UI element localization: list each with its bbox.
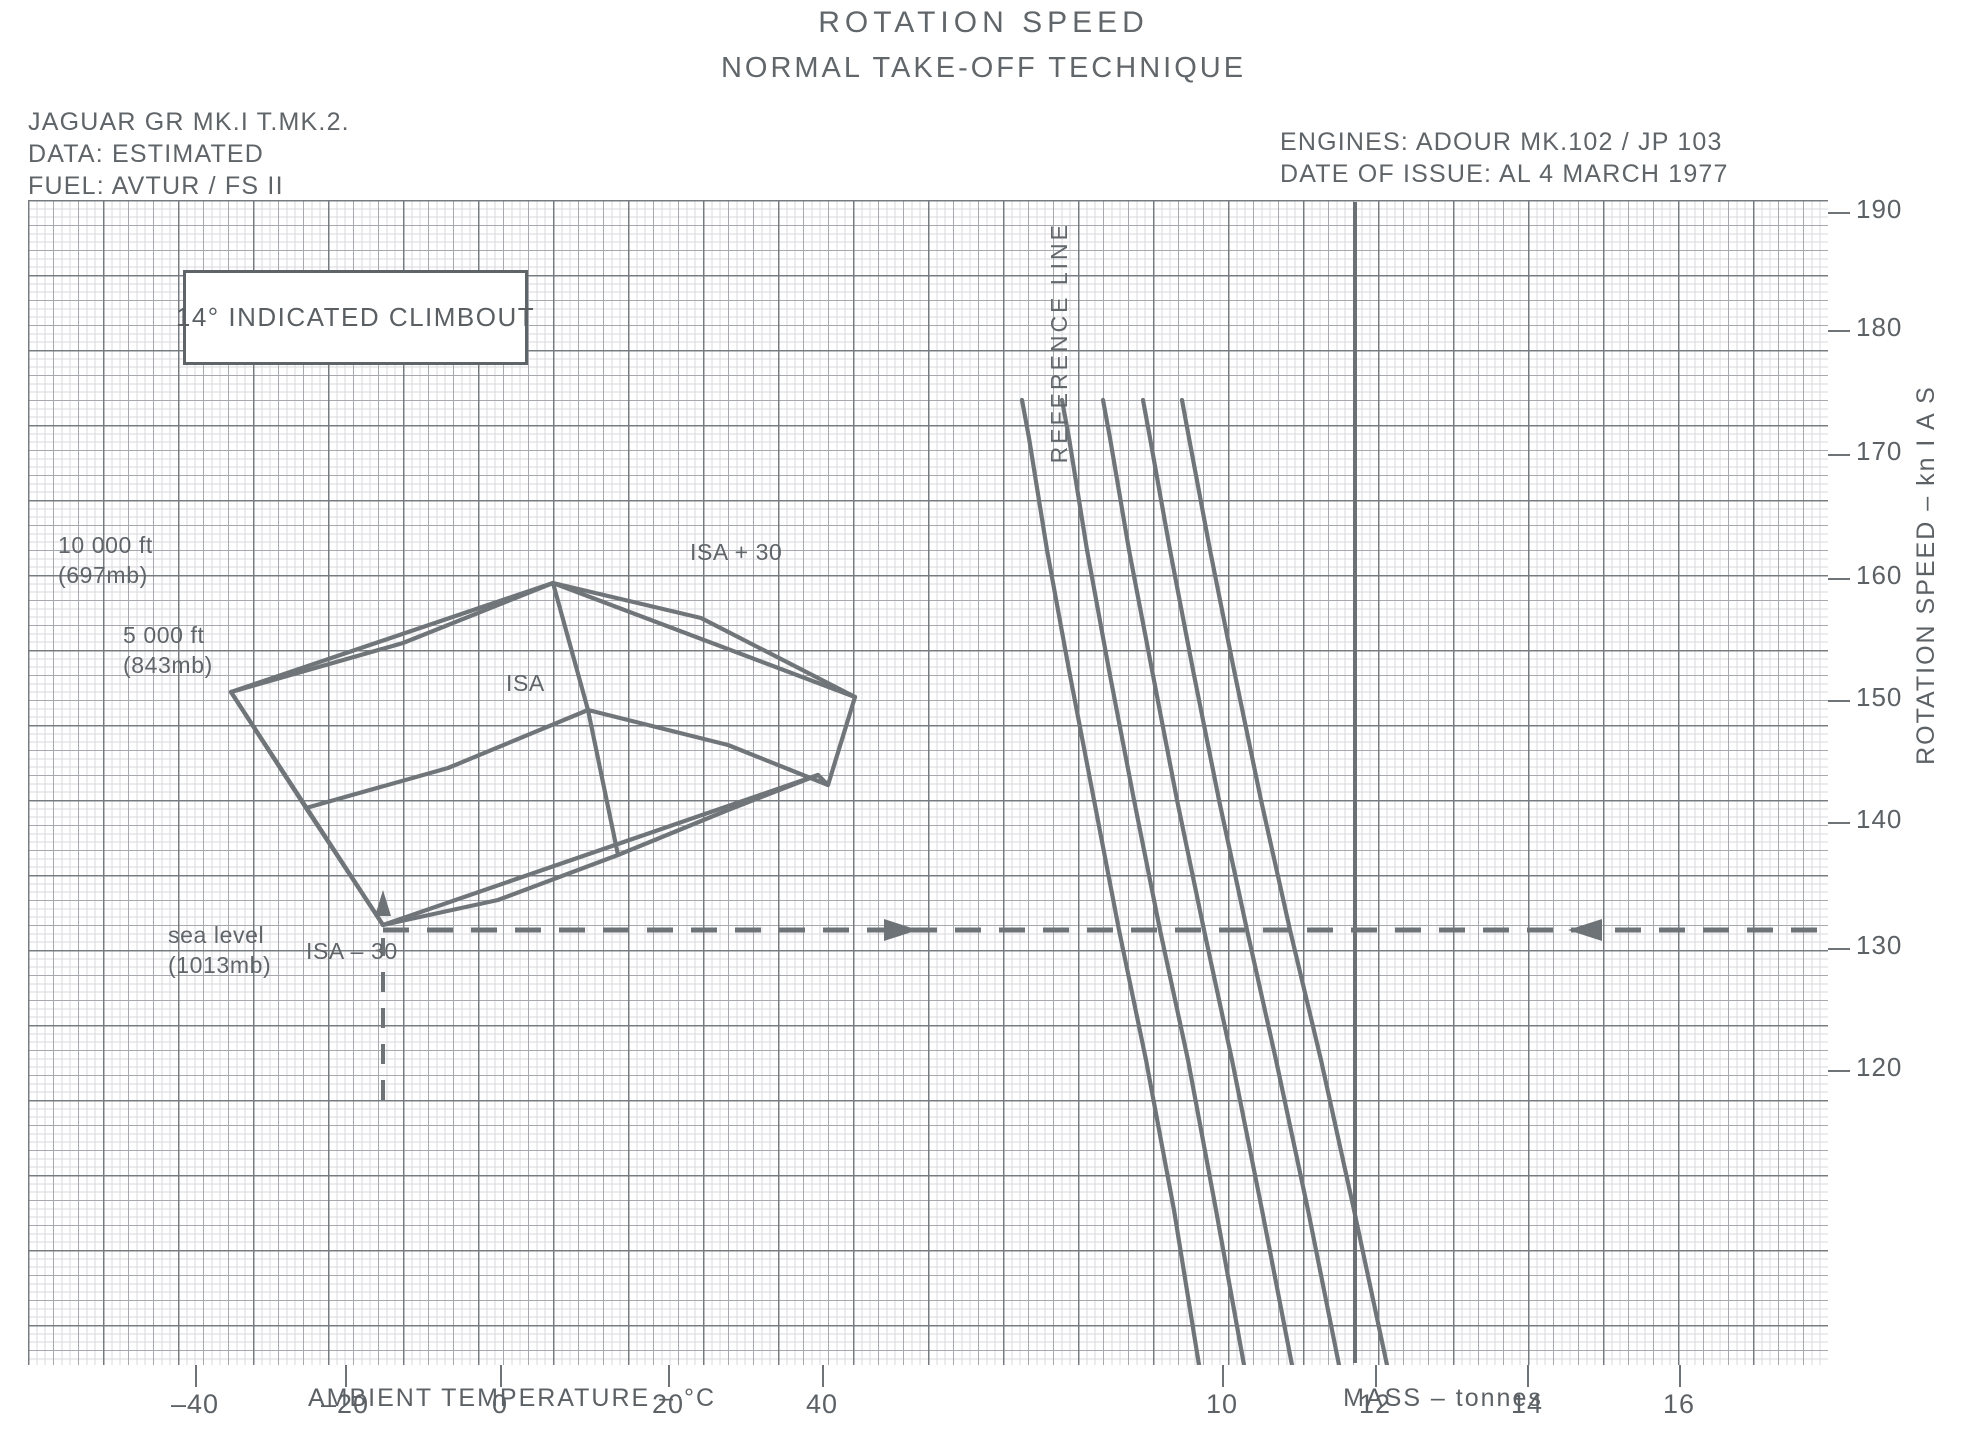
climbout-callout-box: 14° INDICATED CLIMBOUT [176, 270, 534, 365]
y-tick-label: 190 [1856, 194, 1903, 224]
label-reference-line: REFERENCE LINE [1046, 222, 1072, 464]
x-mass-tick-mark [1679, 1365, 1681, 1387]
label-altitude-5000ft-mb: (843mb) [123, 652, 213, 678]
x-temperature-tick-label: 0 [491, 1389, 509, 1419]
y-tick-mark [1828, 1070, 1850, 1072]
x-mass-tick-mark [1222, 1365, 1224, 1387]
y-tick-mark [1828, 578, 1850, 580]
label-isa-plus-30: ISA + 30 [690, 539, 783, 565]
y-tick-mark [1828, 822, 1850, 824]
mass-curve-2 [1059, 397, 1247, 1365]
y-tick-label: 160 [1856, 560, 1903, 590]
carpet-edge-bottom [380, 772, 821, 928]
label-isa: ISA [506, 670, 545, 696]
page-title: ROTATION SPEED [818, 6, 1149, 39]
y-axis-rotation-speed: 190 180 170 160 150 140 130 120 [1828, 194, 1901, 1365]
x-mass-tick-label: 12 [1358, 1389, 1392, 1419]
x-mass-tick-mark [1527, 1365, 1529, 1387]
y-tick-label: 140 [1856, 804, 1903, 834]
date-of-issue-label: DATE OF ISSUE: AL 4 MARCH 1977 [1280, 160, 1729, 188]
y-tick-label: 150 [1856, 682, 1903, 712]
page-subtitle: NORMAL TAKE-OFF TECHNIQUE [720, 52, 1247, 84]
y-tick-label: 130 [1856, 930, 1903, 960]
aircraft-designation: JAGUAR GR MK.I T.MK.2. [28, 108, 350, 136]
mass-curve-4 [1140, 397, 1342, 1365]
label-isa-minus-30: ISA – 30 [306, 938, 398, 964]
trace-arrow-left [1568, 919, 1602, 941]
label-altitude-5000ft: 5 000 ft [123, 622, 205, 648]
label-altitude-sealevel-mb: (1013mb) [168, 952, 272, 978]
y-tick-mark [1828, 454, 1850, 456]
x-temperature-tick-label: 20 [651, 1389, 685, 1419]
engines-label: ENGINES: ADOUR MK.102 / JP 103 [1280, 128, 1723, 156]
mass-curve-1 [1019, 397, 1202, 1365]
x-mass-tick-label: 16 [1662, 1389, 1696, 1419]
y-axis-label: ROTATION SPEED – kn I A S [1912, 385, 1940, 765]
y-tick-label: 170 [1856, 436, 1903, 466]
x-temperature-tick-label: 40 [805, 1389, 839, 1419]
fuel-label: FUEL: AVTUR / FS II [28, 172, 284, 200]
trace-arrow-up [375, 890, 391, 916]
y-tick-mark [1828, 212, 1850, 214]
label-altitude-10000ft: 10 000 ft [58, 532, 153, 558]
x-temperature-tick-label: –20 [320, 1389, 370, 1419]
carpet-edge-left [228, 689, 386, 928]
y-tick-label: 180 [1856, 312, 1903, 342]
x-temperature-tick-mark [500, 1365, 502, 1387]
y-tick-mark [1828, 948, 1850, 950]
x-mass-tick-label: 10 [1205, 1389, 1239, 1419]
x-axis-mass-label: MASS – tonnes [1343, 1384, 1543, 1412]
carpet-edge-right [550, 580, 858, 700]
chart-curves [228, 202, 1824, 1365]
label-altitude-10000ft-mb: (697mb) [58, 562, 148, 588]
y-tick-mark [1828, 700, 1850, 702]
x-temperature-tick-mark [345, 1365, 347, 1387]
x-mass-tick-label: 14 [1510, 1389, 1544, 1419]
x-temperature-tick-mark [668, 1365, 670, 1387]
trace-arrow-right [884, 919, 918, 941]
y-tick-mark [1828, 330, 1850, 332]
x-temperature-tick-mark [195, 1365, 197, 1387]
carpet-edge-top [228, 580, 556, 695]
mass-curve-5 [1179, 397, 1390, 1365]
data-source-label: DATA: ESTIMATED [28, 140, 265, 168]
y-tick-label: 120 [1856, 1052, 1903, 1082]
altitude-line-5000ft [303, 707, 831, 811]
label-altitude-sealevel: sea level [168, 922, 265, 948]
isa-line-isa [550, 580, 621, 858]
x-temperature-tick-mark [822, 1365, 824, 1387]
climbout-label: 14° INDICATED CLIMBOUT [175, 302, 536, 332]
x-axis-temperature-label: AMBIENT TEMPERATURE – °C [307, 1384, 717, 1412]
mass-curve-3 [1100, 397, 1295, 1365]
grid-heavy [28, 200, 1828, 1365]
x-mass-tick-mark [1375, 1365, 1377, 1387]
chart-plot-area: 14° INDICATED CLIMBOUT 10 000 ft (697mb)… [28, 200, 1828, 1365]
isa-line-plus-30 [815, 694, 858, 788]
x-temperature-tick-label: –40 [170, 1389, 220, 1419]
